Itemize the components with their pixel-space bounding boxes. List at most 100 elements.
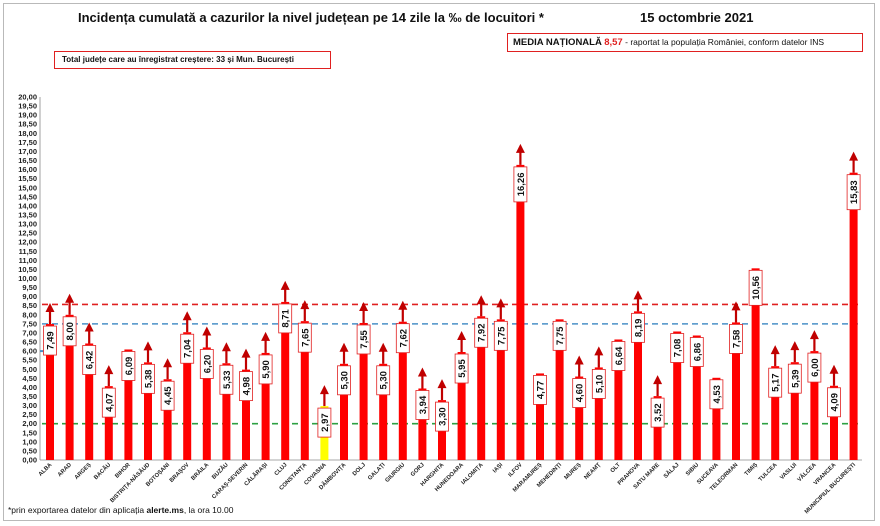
data-label: 10,56 — [748, 269, 763, 306]
data-label-box — [454, 353, 469, 384]
y-tick-label: 15,50 — [18, 174, 37, 183]
data-label-text: 5,95 — [457, 359, 468, 378]
data-label-text: 7,08 — [673, 339, 684, 358]
data-label-text: 8,00 — [65, 322, 76, 341]
data-label-text: 4,77 — [536, 381, 547, 400]
bar — [144, 362, 152, 460]
y-tick-label: 10,50 — [18, 265, 37, 274]
category-label: BACĂU — [92, 461, 112, 481]
category-label: OLT — [610, 462, 622, 474]
trend-arrow-head — [417, 367, 427, 377]
data-label-text: 2,97 — [320, 413, 331, 432]
data-label-text: 6,20 — [202, 355, 213, 374]
data-label-text: 5,30 — [340, 371, 351, 390]
bar — [359, 322, 368, 460]
data-label: 7,92 — [474, 317, 489, 348]
data-label-text: 4,98 — [242, 377, 253, 396]
y-tick-label: 7,00 — [22, 328, 37, 337]
bar — [46, 324, 54, 460]
data-label-box — [317, 407, 332, 438]
data-label-text: 7,55 — [359, 330, 370, 349]
trend-arrow-head — [84, 322, 94, 332]
data-label-text: 6,42 — [85, 351, 96, 370]
category-label: ALBA — [38, 462, 54, 478]
bar — [830, 385, 838, 460]
data-label-text: 7,75 — [496, 326, 507, 345]
y-tick-label: 11,50 — [19, 247, 37, 256]
bar — [300, 321, 309, 460]
data-label: 6,09 — [121, 351, 136, 381]
y-tick-label: 14,50 — [18, 192, 37, 201]
bar — [751, 268, 760, 460]
bar — [124, 349, 133, 460]
trend-arrow-head — [594, 346, 604, 356]
y-tick-label: 14,00 — [18, 201, 37, 210]
chart-date: 15 octombrie 2021 — [640, 10, 754, 25]
data-label-text: 7,49 — [46, 331, 57, 350]
data-label-text: 4,60 — [575, 384, 586, 403]
trend-arrow-head — [770, 345, 780, 355]
data-label: 4,45 — [160, 380, 175, 411]
bar — [398, 321, 407, 460]
data-label: 3,52 — [650, 397, 665, 428]
category-label: NEAMȚ — [583, 462, 602, 481]
trend-arrow-head — [339, 342, 349, 352]
footnote-prefix: *prin exportarea datelor din aplicația — [8, 505, 145, 515]
data-label: 5,39 — [787, 363, 802, 394]
bar — [222, 363, 231, 460]
data-label: 6,64 — [611, 341, 626, 371]
data-label-box — [709, 379, 724, 410]
data-label-text: 15,83 — [849, 180, 860, 204]
data-label-box — [43, 325, 57, 356]
data-label-box — [258, 354, 273, 385]
data-label: 7,75 — [552, 320, 567, 351]
data-label-box — [180, 333, 195, 364]
trend-arrow-head — [457, 331, 467, 341]
y-tick-label: 8,50 — [22, 301, 37, 310]
y-tick-label: 20,00 — [18, 93, 37, 102]
data-label-box — [337, 365, 351, 396]
category-label: VASLUI — [779, 462, 798, 481]
category-label: BRAȘOV — [169, 462, 191, 484]
data-label-text: 6,00 — [810, 358, 821, 377]
category-label: IALOMIȚA — [461, 462, 486, 487]
data-label-box — [415, 390, 430, 420]
bar — [790, 362, 799, 460]
data-label-text: 10,56 — [751, 276, 762, 300]
data-label-box — [160, 380, 175, 411]
y-tick-label: 12,00 — [18, 238, 37, 247]
data-label: 4,60 — [572, 378, 587, 408]
trend-arrow-head — [45, 303, 55, 313]
data-label-box — [101, 387, 116, 418]
data-label-box — [552, 320, 567, 351]
national-average-dash: - — [625, 37, 628, 47]
trend-arrow-head — [261, 331, 271, 341]
data-label: 7,65 — [297, 322, 312, 353]
bar — [163, 379, 172, 460]
national-average-value: 8,57 — [604, 37, 623, 48]
data-label-box — [141, 363, 155, 394]
footnote: *prin exportarea datelor din aplicația a… — [8, 505, 233, 515]
category-label: TIMIȘ — [744, 462, 759, 477]
data-label-text: 6,86 — [692, 343, 703, 362]
data-label: 5,90 — [258, 354, 273, 385]
category-label: CLUJ — [274, 462, 289, 477]
bar — [281, 301, 290, 460]
trend-arrow-head — [221, 342, 231, 352]
data-label-text: 4,53 — [712, 385, 723, 404]
chart-frame — [3, 3, 875, 521]
data-label: 4,77 — [533, 375, 547, 405]
data-label: 15,83 — [846, 174, 861, 211]
data-label: 8,19 — [631, 312, 645, 343]
y-tick-label: 15,00 — [18, 183, 37, 192]
bar — [202, 347, 211, 460]
data-label-text: 5,17 — [771, 373, 782, 392]
chart-title: Incidența cumulată a cazurilor la nivel … — [78, 10, 544, 25]
bar — [673, 331, 682, 460]
data-label-box — [62, 316, 77, 347]
data-label-box — [827, 387, 841, 418]
trend-arrow-head — [515, 143, 525, 153]
data-label-box — [395, 323, 410, 354]
national-average-box: MEDIA NAȚIONALĂ 8,57 - raportat la popul… — [507, 33, 863, 52]
